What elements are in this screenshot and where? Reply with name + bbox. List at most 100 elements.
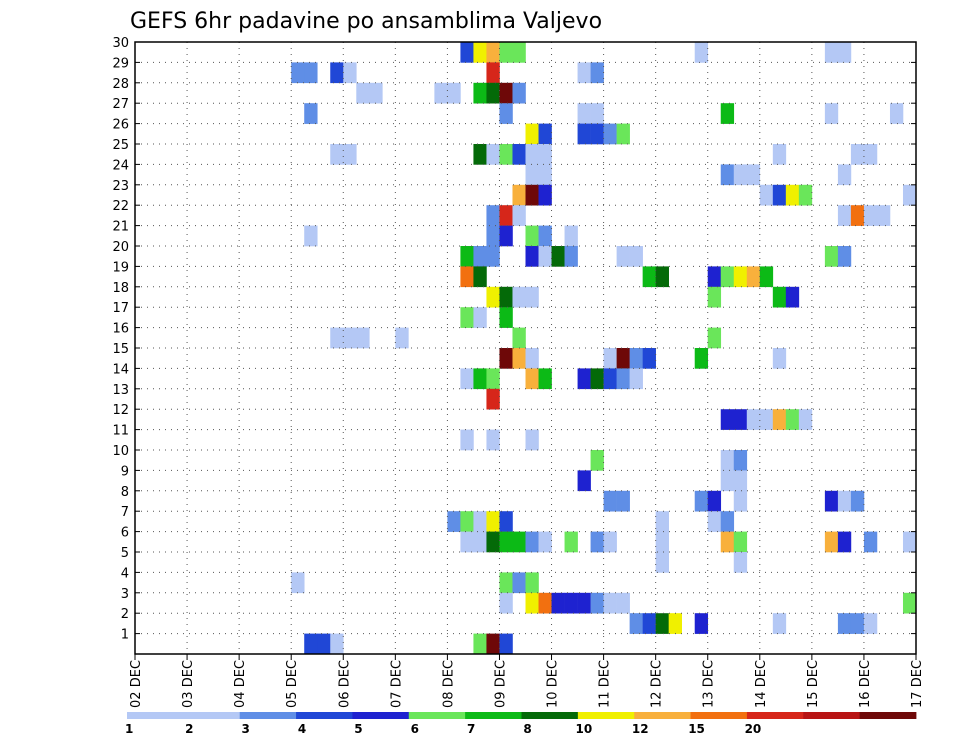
heatmap-cell [590,123,604,145]
heatmap-cell [486,42,500,63]
heatmap-cell [707,511,722,532]
heatmap-cell [499,307,513,328]
x-tick-label: 12 DEC [650,660,665,708]
heatmap-cell [486,429,500,451]
heatmap-cell [759,409,774,430]
y-tick-label: 28 [112,77,129,92]
colorbar-label: 8 [523,722,531,736]
heatmap-cell [512,184,526,206]
heatmap-cell [525,164,539,186]
heatmap-cell [876,205,891,226]
heatmap-cell [304,103,318,124]
heatmap-cell [525,531,539,553]
heatmap-cell [291,62,305,84]
heatmap-cell [291,572,305,594]
heatmap-cell [304,62,318,84]
heatmap-cell [564,246,578,267]
heatmap-cell [564,225,578,247]
heatmap-cell [447,511,461,532]
heatmap-cell [330,144,344,165]
heatmap-cell [642,266,656,288]
heatmap-cell [473,246,487,267]
colorbar-swatch [634,712,691,719]
heatmap-cell [733,470,748,492]
heatmap-cell [772,144,787,165]
heatmap-cell [499,103,513,124]
heatmap-cell [733,531,748,553]
y-tick-label: 19 [112,260,129,275]
heatmap-cell [330,633,344,655]
heatmap-cell [512,286,526,308]
heatmap-cell [499,225,513,247]
heatmap-cell [863,531,878,553]
heatmap-cell [603,348,617,369]
heatmap-cell [720,164,735,186]
heatmap-cell [460,307,474,328]
heatmap-cell [538,225,552,247]
heatmap-cell [486,246,500,267]
y-tick-label: 21 [112,220,129,235]
heatmap-cell [629,246,643,267]
heatmap-cell [330,62,344,84]
heatmap-cell [733,490,748,512]
heatmap-cell [525,572,539,594]
heatmap-cell [850,144,865,165]
y-tick-label: 17 [112,301,129,316]
heatmap-cell [902,184,917,206]
colorbar-legend: 1 2 3 4 5 6 7 8 10 12 15 20 [125,712,917,736]
colorbar-label: 10 [576,722,593,736]
y-tick-label: 29 [112,56,129,71]
x-tick-label: 11 DEC [598,660,613,708]
colorbar-swatch [746,712,804,719]
heatmap-cell [902,531,917,553]
x-tick-label: 04 DEC [233,660,248,708]
x-tick-label: 02 DEC [129,660,144,708]
colorbar-label: 7 [467,722,475,736]
colorbar-label: 3 [242,722,250,736]
heatmap-cell [720,266,735,288]
heatmap-cell [460,266,474,288]
heatmap-cell [499,42,513,63]
colorbar-swatch [352,712,410,719]
heatmap-cell [850,205,865,226]
y-tick-label: 8 [121,485,129,500]
heatmap-cell [720,103,735,124]
heatmap-cell [551,592,565,614]
heatmap-cell [538,164,552,186]
colorbar-swatch [127,712,184,719]
heatmap-cell [733,552,748,573]
colorbar-label: 2 [185,722,193,736]
heatmap-cell [655,613,669,634]
heatmap-cell [486,368,500,390]
heatmap-cell [356,82,370,104]
x-tick-label: 07 DEC [389,660,404,708]
heatmap-cell [525,144,539,165]
heatmap-cell [525,348,539,369]
heatmap-cell [577,592,591,614]
heatmap-cell [785,184,800,206]
heatmap-cell [590,368,604,390]
heatmap-cell [837,164,852,186]
heatmap-cell [356,327,370,349]
heatmap-cell [538,246,552,267]
heatmap-cell [603,123,617,145]
y-tick-label: 9 [121,464,129,479]
heatmap-cell [785,409,800,430]
heatmap-cell [590,103,604,124]
heatmap-cell [746,409,761,430]
heatmap-cell [525,123,539,145]
x-tick-label: 03 DEC [181,660,196,708]
heatmap-cell [902,592,917,614]
heatmap-cell [486,225,500,247]
heatmap-cell [486,286,500,308]
heatmap-cell [577,123,591,145]
heatmap-cell [707,327,722,349]
colorbar-swatch [239,712,297,719]
colorbar-swatch [296,712,353,719]
heatmap-cell [499,531,513,553]
heatmap-cell [720,409,735,430]
heatmap-cell [746,266,761,288]
heatmap-cell [486,82,500,104]
heatmap-cell [499,82,513,104]
colorbar-swatch [183,712,241,719]
